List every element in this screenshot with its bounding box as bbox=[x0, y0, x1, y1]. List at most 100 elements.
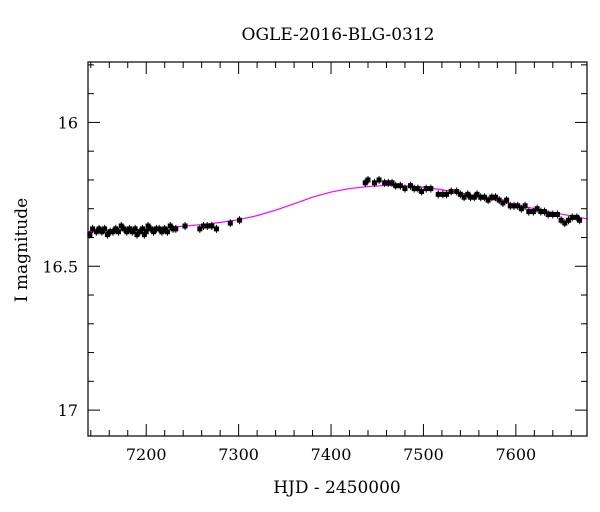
data-point bbox=[511, 203, 517, 209]
data-point bbox=[137, 229, 143, 235]
data-point bbox=[397, 183, 403, 189]
data-point bbox=[402, 186, 408, 192]
data-point bbox=[197, 226, 203, 232]
data-point bbox=[162, 226, 168, 232]
data-point bbox=[558, 217, 564, 223]
x-tick-label: 7200 bbox=[126, 445, 167, 464]
data-point bbox=[382, 180, 388, 186]
data-point bbox=[156, 226, 162, 232]
data-point bbox=[411, 186, 417, 192]
data-point bbox=[541, 209, 547, 215]
data-point bbox=[362, 180, 368, 186]
data-point bbox=[209, 223, 215, 229]
data-point bbox=[365, 177, 371, 183]
x-tick-label: 7500 bbox=[403, 445, 444, 464]
data-point bbox=[141, 232, 147, 238]
data-point bbox=[448, 188, 454, 194]
data-point bbox=[515, 203, 521, 209]
x-axis-label: HJD - 2450000 bbox=[273, 478, 401, 498]
data-point bbox=[102, 226, 108, 232]
x-tick-label: 7600 bbox=[495, 445, 536, 464]
data-point bbox=[518, 206, 524, 212]
data-point bbox=[562, 220, 568, 226]
data-point bbox=[457, 191, 463, 197]
data-point bbox=[204, 223, 210, 229]
data-point bbox=[148, 226, 154, 232]
data-point bbox=[504, 197, 510, 203]
data-point bbox=[127, 226, 133, 232]
data-point bbox=[96, 226, 102, 232]
data-point bbox=[87, 232, 93, 238]
data-point bbox=[481, 194, 487, 200]
data-point bbox=[110, 229, 116, 235]
data-point bbox=[530, 209, 536, 215]
data-point bbox=[493, 194, 499, 200]
data-point bbox=[415, 186, 421, 192]
data-point bbox=[526, 209, 532, 215]
data-point bbox=[124, 229, 130, 235]
data-point bbox=[522, 203, 528, 209]
chart-title: OGLE-2016-BLG-0312 bbox=[242, 25, 435, 45]
y-tick-label: 17 bbox=[58, 401, 78, 420]
data-point bbox=[104, 232, 110, 238]
data-point bbox=[550, 211, 556, 217]
data-point bbox=[93, 229, 99, 235]
data-point bbox=[143, 229, 149, 235]
data-point bbox=[145, 223, 151, 229]
data-point bbox=[461, 194, 467, 200]
data-point bbox=[577, 217, 583, 223]
x-tick-label: 7400 bbox=[311, 445, 352, 464]
data-point bbox=[182, 223, 188, 229]
data-point bbox=[376, 177, 382, 183]
data-point bbox=[454, 188, 460, 194]
data-point bbox=[90, 226, 96, 232]
data-point bbox=[554, 211, 560, 217]
data-point bbox=[213, 226, 219, 232]
data-point bbox=[159, 229, 165, 235]
data-point bbox=[489, 194, 495, 200]
data-point bbox=[151, 229, 157, 235]
data-point bbox=[534, 206, 540, 212]
data-point bbox=[478, 194, 484, 200]
data-point bbox=[173, 226, 179, 232]
data-point bbox=[500, 200, 506, 206]
data-point bbox=[115, 229, 121, 235]
data-point bbox=[385, 180, 391, 186]
y-tick-label: 16 bbox=[58, 113, 78, 132]
data-point bbox=[227, 220, 233, 226]
data-point bbox=[545, 211, 551, 217]
model-curve bbox=[87, 184, 588, 233]
data-point bbox=[566, 217, 572, 223]
data-point bbox=[237, 217, 243, 223]
data-point bbox=[113, 226, 119, 232]
data-point bbox=[170, 226, 176, 232]
data-point bbox=[496, 197, 502, 203]
data-point bbox=[140, 226, 146, 232]
y-axis-label: I magnitude bbox=[12, 198, 32, 302]
x-tick-label: 7300 bbox=[218, 445, 259, 464]
data-point bbox=[428, 186, 434, 192]
data-point bbox=[99, 229, 105, 235]
data-point bbox=[408, 183, 414, 189]
data-point bbox=[107, 229, 113, 235]
data-point bbox=[153, 226, 159, 232]
data-point bbox=[121, 226, 127, 232]
data-point bbox=[371, 180, 377, 186]
data-point bbox=[468, 194, 474, 200]
data-point bbox=[471, 194, 477, 200]
data-point bbox=[132, 226, 138, 232]
data-point bbox=[435, 191, 441, 197]
y-tick-label: 16.5 bbox=[42, 257, 78, 276]
data-point bbox=[118, 223, 124, 229]
data-point bbox=[485, 197, 491, 203]
data-point bbox=[129, 229, 135, 235]
data-point bbox=[465, 191, 471, 197]
data-point bbox=[134, 232, 140, 238]
data-point bbox=[201, 223, 207, 229]
data-point bbox=[423, 186, 429, 192]
data-point bbox=[389, 180, 395, 186]
data-point bbox=[440, 191, 446, 197]
data-point bbox=[164, 229, 170, 235]
data-point bbox=[393, 183, 399, 189]
